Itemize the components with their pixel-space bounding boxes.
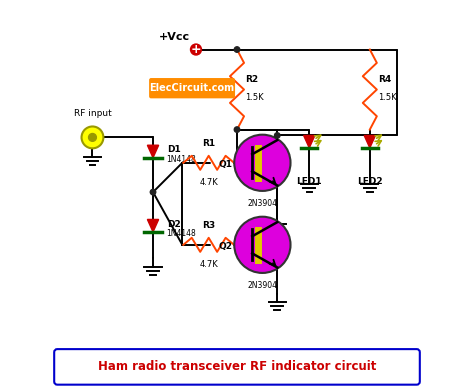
- Circle shape: [234, 127, 240, 132]
- Text: +Vcc: +Vcc: [159, 33, 190, 42]
- Text: LED2: LED2: [357, 177, 383, 186]
- Polygon shape: [147, 145, 159, 158]
- Text: 2N3904: 2N3904: [247, 281, 277, 290]
- Circle shape: [89, 134, 96, 141]
- FancyBboxPatch shape: [54, 349, 420, 385]
- Text: 4.7K: 4.7K: [199, 178, 218, 187]
- Polygon shape: [304, 136, 315, 148]
- Circle shape: [82, 127, 103, 148]
- Text: 2N3904: 2N3904: [247, 199, 277, 208]
- Circle shape: [234, 217, 291, 273]
- Circle shape: [274, 133, 280, 138]
- Circle shape: [150, 189, 156, 195]
- Polygon shape: [147, 220, 159, 232]
- Text: +: +: [191, 43, 201, 56]
- Text: LED1: LED1: [296, 177, 322, 186]
- FancyBboxPatch shape: [149, 78, 235, 98]
- Polygon shape: [364, 136, 375, 148]
- Text: D2: D2: [167, 220, 181, 229]
- Text: 1.5K: 1.5K: [378, 93, 397, 102]
- Text: R1: R1: [202, 139, 215, 148]
- Text: 1.5K: 1.5K: [246, 93, 264, 102]
- Text: RF input: RF input: [73, 109, 111, 118]
- Text: Q2: Q2: [219, 242, 232, 251]
- Text: ElecCircuit.com: ElecCircuit.com: [149, 83, 235, 93]
- Text: R4: R4: [378, 75, 392, 84]
- Circle shape: [234, 47, 240, 52]
- Text: R2: R2: [246, 75, 259, 84]
- Text: R3: R3: [202, 221, 215, 230]
- Circle shape: [234, 135, 291, 191]
- Text: 1N4148: 1N4148: [167, 155, 196, 164]
- Circle shape: [191, 44, 201, 55]
- Text: 1N4148: 1N4148: [167, 229, 196, 238]
- Text: Ham radio transceiver RF indicator circuit: Ham radio transceiver RF indicator circu…: [98, 360, 376, 373]
- Text: 4.7K: 4.7K: [199, 260, 218, 269]
- Text: Q1: Q1: [219, 160, 232, 169]
- Text: D1: D1: [167, 145, 181, 154]
